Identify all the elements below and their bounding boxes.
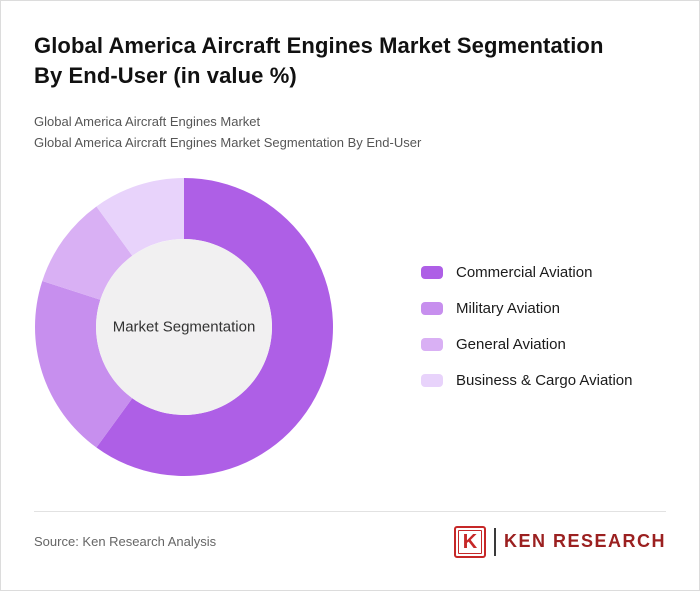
donut-inner-circle: [96, 238, 272, 415]
legend-swatch-military-aviation: [421, 302, 443, 316]
logo-k-icon: K: [453, 525, 486, 558]
legend-item-general-aviation: General Aviation: [421, 336, 633, 353]
legend-swatch-commercial-aviation: [421, 266, 443, 280]
legend-item-business-cargo-aviation: Business & Cargo Aviation: [421, 372, 633, 389]
chart-area: Market Segmentation Commercial Aviation …: [34, 177, 666, 477]
page-title: Global America Aircraft Engines Market S…: [34, 31, 666, 91]
logo-separator: [493, 527, 496, 556]
footer-divider: [34, 510, 666, 512]
legend-item-military-aviation: Military Aviation: [421, 300, 633, 317]
ken-research-logo: K KEN RESEARCH: [453, 525, 666, 558]
subtitle-segmentation: Global America Aircraft Engines Market S…: [34, 134, 422, 150]
donut-slice-3: [96, 177, 184, 256]
subtitle-market: Global America Aircraft Engines Market: [34, 113, 261, 129]
legend-label-commercial-aviation: Commercial Aviation: [456, 264, 593, 282]
donut-slice-1: [34, 280, 133, 448]
source-note: Source: Ken Research Analysis: [34, 534, 217, 550]
page-title-line1: Global America Aircraft Engines Market S…: [34, 33, 604, 58]
donut-svg: [34, 177, 334, 476]
chart-legend: Commercial Aviation Military Aviation Ge…: [421, 264, 633, 389]
legend-item-commercial-aviation: Commercial Aviation: [421, 264, 633, 281]
legend-label-business-cargo-aviation: Business & Cargo Aviation: [456, 372, 633, 390]
donut-slice-2: [42, 206, 133, 300]
subtitles: Global America Aircraft Engines Market G…: [34, 115, 666, 149]
legend-label-general-aviation: General Aviation: [456, 336, 566, 354]
legend-swatch-business-cargo-aviation: [421, 374, 443, 388]
footer: Source: Ken Research Analysis K KEN RESE…: [34, 525, 666, 558]
donut-slice-0: [96, 177, 334, 476]
donut-center-label: Market Segmentation: [112, 318, 256, 336]
legend-label-military-aviation: Military Aviation: [456, 300, 560, 318]
logo-wordmark: KEN RESEARCH: [503, 531, 666, 552]
logo-k-letter: K: [462, 530, 478, 553]
legend-swatch-general-aviation: [421, 338, 443, 352]
page-title-line2: By End-User (in value %): [34, 62, 297, 88]
donut-chart: Market Segmentation: [34, 177, 334, 477]
